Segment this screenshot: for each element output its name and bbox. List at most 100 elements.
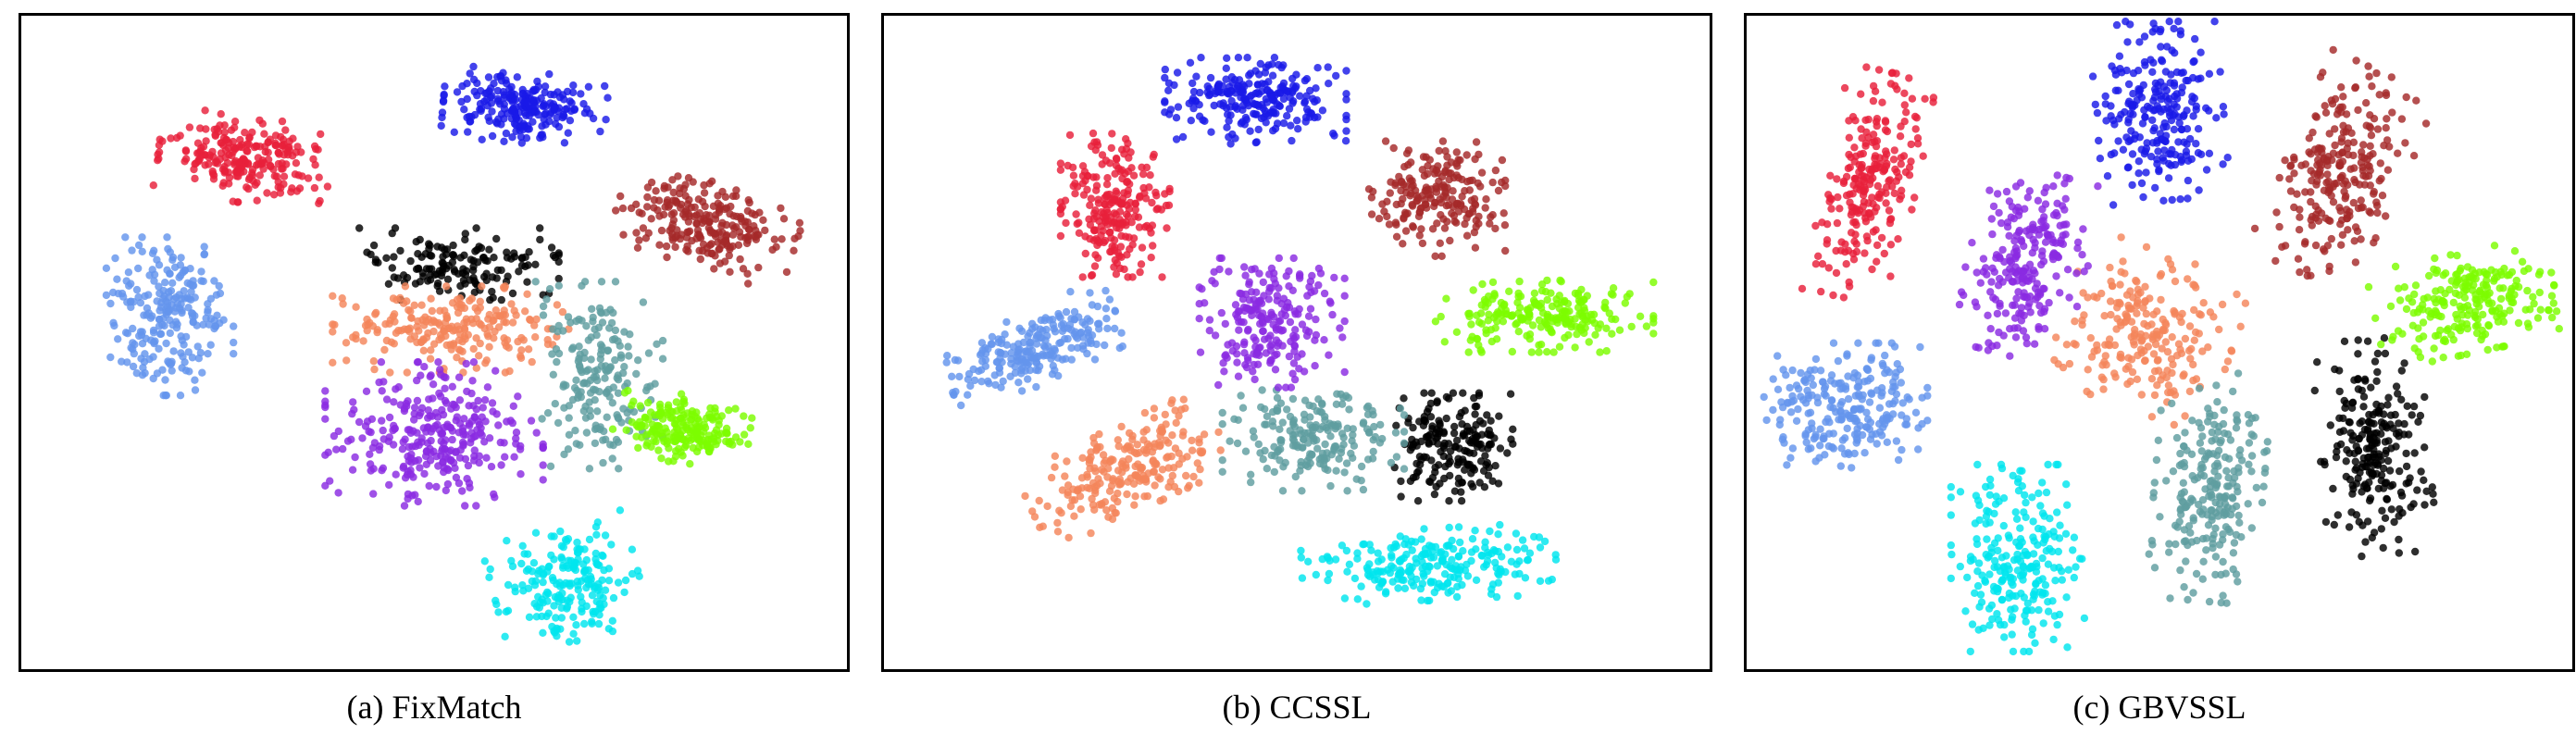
- point-class-6: [472, 334, 480, 342]
- point-class-1: [1899, 152, 1909, 160]
- point-class-3: [743, 269, 752, 278]
- point-class-8: [1340, 317, 1349, 326]
- point-class-2: [2155, 87, 2163, 96]
- point-class-8: [370, 439, 380, 447]
- point-class-6: [469, 344, 478, 354]
- point-class-9: [1477, 319, 1486, 328]
- point-class-9: [1548, 329, 1556, 337]
- point-class-2: [531, 85, 541, 94]
- point-class-8: [410, 404, 419, 412]
- point-class-7: [620, 363, 628, 371]
- point-class-2: [1294, 125, 1302, 133]
- point-class-3: [1405, 174, 1413, 182]
- point-class-7: [545, 285, 554, 293]
- point-class-2: [1332, 71, 1340, 81]
- point-class-2: [558, 113, 566, 122]
- point-class-7: [597, 278, 606, 286]
- point-class-7: [1400, 428, 1409, 436]
- point-class-8: [460, 415, 468, 423]
- point-class-10: [517, 559, 526, 568]
- point-class-8: [496, 438, 504, 447]
- point-class-8: [447, 404, 455, 413]
- point-class-1: [223, 158, 231, 168]
- point-class-5: [461, 270, 470, 279]
- point-class-8: [429, 447, 438, 455]
- point-class-10: [1363, 570, 1373, 579]
- point-class-8: [1221, 319, 1229, 329]
- point-class-6: [342, 339, 351, 347]
- point-class-1: [1905, 171, 1914, 180]
- point-class-2: [2157, 43, 2165, 51]
- point-class-2: [2182, 147, 2191, 155]
- point-class-3: [1397, 199, 1405, 208]
- point-class-6: [1112, 509, 1120, 517]
- cluster-class-7: [531, 278, 667, 473]
- point-class-4: [168, 279, 177, 287]
- point-class-2: [2095, 136, 2103, 145]
- point-class-10: [579, 560, 588, 568]
- point-class-2: [2108, 62, 2116, 70]
- point-class-2: [2124, 118, 2133, 127]
- point-class-6: [1058, 486, 1067, 494]
- point-class-6: [1133, 441, 1141, 449]
- point-class-10: [573, 637, 581, 645]
- point-class-2: [2093, 108, 2102, 118]
- point-class-6: [390, 310, 399, 318]
- point-class-6: [1183, 453, 1191, 461]
- point-class-7: [1278, 418, 1287, 427]
- point-class-4: [149, 329, 158, 337]
- point-class-9: [1490, 292, 1499, 300]
- point-class-3: [2351, 258, 2360, 267]
- point-class-4: [1032, 340, 1041, 348]
- point-class-1: [1878, 98, 1886, 106]
- point-class-2: [1279, 94, 1288, 104]
- point-class-5: [461, 230, 469, 238]
- point-class-1: [1869, 200, 1877, 208]
- point-class-7: [1247, 470, 1255, 479]
- point-class-2: [511, 95, 520, 104]
- point-class-10: [1471, 527, 1479, 535]
- point-class-1: [1860, 249, 1869, 257]
- point-class-9: [740, 430, 749, 439]
- point-class-6: [526, 315, 534, 324]
- cluster-class-1: [149, 106, 332, 207]
- point-class-4: [995, 364, 1003, 372]
- point-class-4: [1095, 325, 1103, 333]
- point-class-10: [539, 599, 547, 607]
- point-class-10: [1420, 525, 1428, 533]
- tsne-plot-fixmatch: [19, 13, 850, 672]
- point-class-2: [1285, 105, 1294, 113]
- point-class-2: [1278, 82, 1287, 91]
- point-class-6: [1164, 453, 1172, 461]
- point-class-10: [583, 576, 592, 584]
- point-class-8: [465, 402, 473, 410]
- point-class-7: [1230, 415, 1238, 423]
- point-class-3: [726, 209, 734, 218]
- point-class-5: [443, 275, 453, 283]
- point-class-9: [1636, 312, 1645, 320]
- point-class-4: [230, 350, 238, 358]
- point-class-6: [417, 301, 426, 309]
- point-class-1: [1061, 196, 1070, 205]
- point-class-3: [1432, 184, 1440, 193]
- point-class-6: [1051, 452, 1059, 460]
- point-class-1: [1886, 80, 1896, 88]
- point-class-1: [1872, 142, 1881, 151]
- point-class-2: [2183, 125, 2192, 133]
- point-class-10: [1481, 543, 1489, 552]
- point-class-4: [952, 387, 960, 396]
- point-class-3: [612, 206, 620, 215]
- point-class-6: [1149, 467, 1158, 477]
- point-class-6: [403, 297, 411, 305]
- point-class-6: [478, 282, 486, 291]
- point-class-3: [1491, 166, 1500, 175]
- point-class-1: [1124, 212, 1133, 220]
- point-class-2: [2148, 116, 2157, 124]
- point-class-7: [568, 343, 578, 352]
- point-class-3: [1450, 173, 1458, 182]
- point-class-4: [1006, 372, 1014, 380]
- point-class-6: [475, 352, 483, 360]
- point-class-1: [235, 158, 243, 167]
- point-class-8: [321, 387, 330, 395]
- point-class-3: [744, 280, 753, 288]
